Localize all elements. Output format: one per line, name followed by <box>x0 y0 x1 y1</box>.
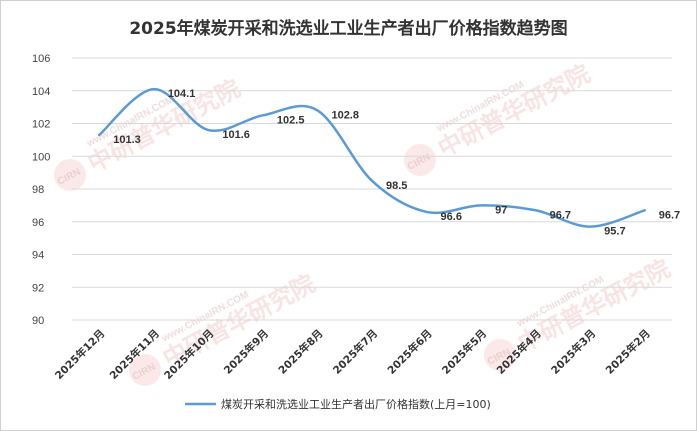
data-labels: 101.3 104.1 101.6 102.5 102.8 98.5 96.6 97 96.7 9… <box>113 88 680 238</box>
chart-title: 2025年煤炭开采和洗选业工业生产者出厂价格指数趋势图 <box>129 19 568 39</box>
data-label: 102.8 <box>331 109 359 121</box>
legend: 煤炭开采和洗选业工业生产者出厂价格指数(上月=100) <box>185 397 491 411</box>
watermark-logo-icon <box>129 354 161 386</box>
y-tick-label: 96 <box>32 217 44 229</box>
watermark-logo-icon <box>484 339 516 371</box>
series-line <box>98 87 646 228</box>
y-tick-label: 104 <box>32 86 50 98</box>
data-label: 96.7 <box>550 209 571 221</box>
x-tick-label: 2025年6月 <box>385 327 435 377</box>
y-axis: 90 92 94 96 98 100 102 104 106 <box>32 53 50 327</box>
y-tick-label: 102 <box>32 119 50 131</box>
data-label: 98.5 <box>386 180 407 192</box>
y-tick-label: 90 <box>32 315 44 327</box>
data-label: 95.7 <box>604 226 625 238</box>
watermark-name: 中研普华研究院 <box>513 254 674 358</box>
y-tick-label: 94 <box>32 250 44 262</box>
data-label: 97 <box>495 204 507 216</box>
watermark-name: 中研普华研究院 <box>433 59 594 163</box>
data-label: 96.7 <box>659 209 680 221</box>
y-tick-label: 106 <box>32 53 50 65</box>
watermark-logo-icon <box>404 144 436 176</box>
x-tick-label: 2025年2月 <box>603 327 653 377</box>
y-tick-label: 92 <box>32 282 44 294</box>
data-label: 104.1 <box>168 88 196 100</box>
x-tick-label: 2025年5月 <box>439 327 489 377</box>
gridlines <box>72 57 672 321</box>
y-tick-label: 98 <box>32 184 44 196</box>
data-label: 96.6 <box>441 211 462 223</box>
x-tick-label: 2025年8月 <box>276 327 326 377</box>
y-tick-label: 100 <box>32 151 50 163</box>
watermark-logo-icon <box>54 159 86 191</box>
data-label: 102.5 <box>277 114 305 126</box>
x-tick-label: 2025年12月 <box>52 327 107 382</box>
x-tick-label: 2025年7月 <box>330 327 380 377</box>
data-label: 101.6 <box>222 129 250 141</box>
data-label: 101.3 <box>113 134 141 146</box>
legend-label: 煤炭开采和洗选业工业生产者出厂价格指数(上月=100) <box>221 397 491 411</box>
